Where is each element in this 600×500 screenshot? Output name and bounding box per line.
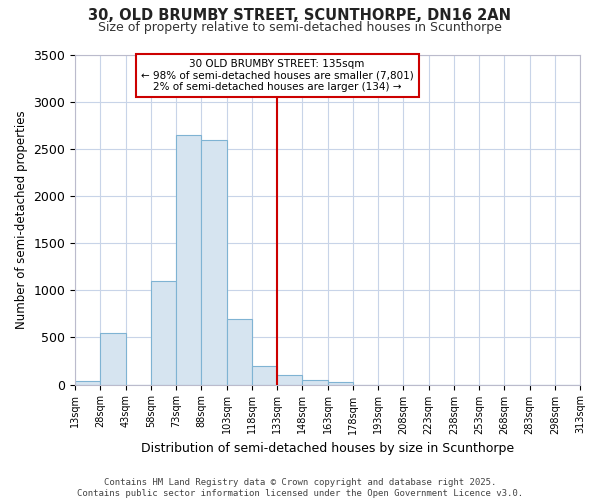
X-axis label: Distribution of semi-detached houses by size in Scunthorpe: Distribution of semi-detached houses by … [141,442,514,455]
Bar [328,382,353,384]
Text: 30 OLD BRUMBY STREET: 135sqm
← 98% of semi-detached houses are smaller (7,801)
2: 30 OLD BRUMBY STREET: 135sqm ← 98% of se… [141,59,413,92]
Text: Contains HM Land Registry data © Crown copyright and database right 2025.
Contai: Contains HM Land Registry data © Crown c… [77,478,523,498]
Bar [75,381,100,384]
Bar [277,375,302,384]
Bar [176,135,202,384]
Bar [151,281,176,384]
Bar [100,333,125,384]
Bar [227,318,252,384]
Bar [202,140,227,384]
Y-axis label: Number of semi-detached properties: Number of semi-detached properties [15,110,28,329]
Bar [302,380,328,384]
Text: Size of property relative to semi-detached houses in Scunthorpe: Size of property relative to semi-detach… [98,22,502,35]
Bar [252,366,277,384]
Text: 30, OLD BRUMBY STREET, SCUNTHORPE, DN16 2AN: 30, OLD BRUMBY STREET, SCUNTHORPE, DN16 … [89,8,511,22]
